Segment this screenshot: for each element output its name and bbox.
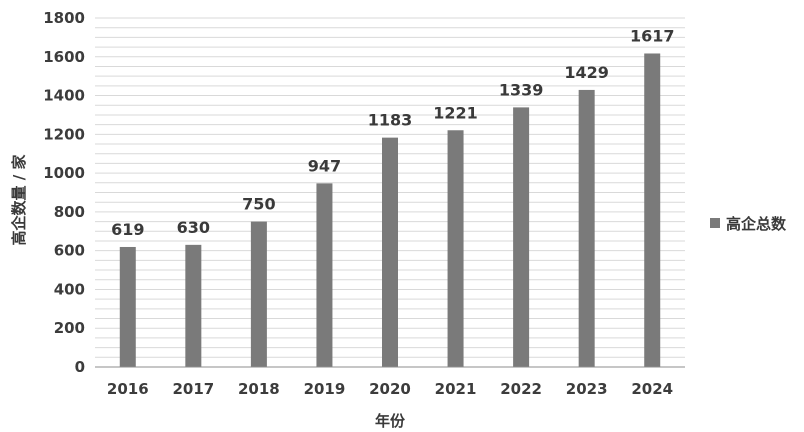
y-axis-title: 高企数量 / 家 <box>10 155 28 246</box>
x-tick-label: 2020 <box>369 380 411 398</box>
y-tick-label: 200 <box>54 319 85 337</box>
y-tick-label: 400 <box>54 280 85 298</box>
x-tick-label: 2017 <box>172 380 214 398</box>
bar <box>644 53 661 368</box>
bar <box>447 130 464 367</box>
x-tick-label: 2023 <box>566 380 608 398</box>
x-axis-ticks: 2016 2017 2018 2019 2020 2021 2022 2023 2024 <box>107 380 673 398</box>
y-tick-label: 600 <box>54 242 85 260</box>
data-label: 1339 <box>499 80 544 99</box>
y-tick-label: 1600 <box>43 48 85 66</box>
bar <box>316 183 333 367</box>
bar <box>119 246 136 367</box>
x-tick-label: 2022 <box>500 380 542 398</box>
x-tick-label: 2019 <box>304 380 346 398</box>
legend-label: 高企总数 <box>726 215 787 233</box>
data-label: 1221 <box>433 103 478 122</box>
data-label: 630 <box>177 218 210 237</box>
y-tick-label: 0 <box>75 358 85 376</box>
bar <box>185 244 202 367</box>
y-tick-label: 1000 <box>43 164 85 182</box>
data-label: 1617 <box>630 26 675 45</box>
x-tick-label: 2021 <box>435 380 477 398</box>
legend-swatch <box>710 218 720 228</box>
bar <box>578 89 595 368</box>
y-tick-label: 1800 <box>43 9 85 27</box>
data-label: 750 <box>242 195 275 214</box>
x-tick-label: 2016 <box>107 380 149 398</box>
y-tick-label: 800 <box>54 203 85 221</box>
x-tick-label: 2024 <box>631 380 673 398</box>
data-labels: 619 630 750 947 1183 1221 1339 1429 1617 <box>111 26 674 239</box>
bar <box>250 221 267 367</box>
bar <box>513 107 530 367</box>
legend: 高企总数 <box>710 215 787 233</box>
x-axis-title: 年份 <box>375 412 406 430</box>
bar <box>382 137 398 367</box>
y-axis-ticks: 0 200 400 600 800 1000 1200 1400 1600 1800 <box>43 9 85 376</box>
x-tick-label: 2018 <box>238 380 280 398</box>
data-label: 1183 <box>368 111 413 130</box>
data-label: 1429 <box>564 63 609 82</box>
data-label: 619 <box>111 220 144 239</box>
data-label: 947 <box>308 156 341 175</box>
y-tick-label: 1200 <box>43 125 85 143</box>
y-tick-label: 1400 <box>43 87 85 105</box>
bars <box>119 53 661 368</box>
